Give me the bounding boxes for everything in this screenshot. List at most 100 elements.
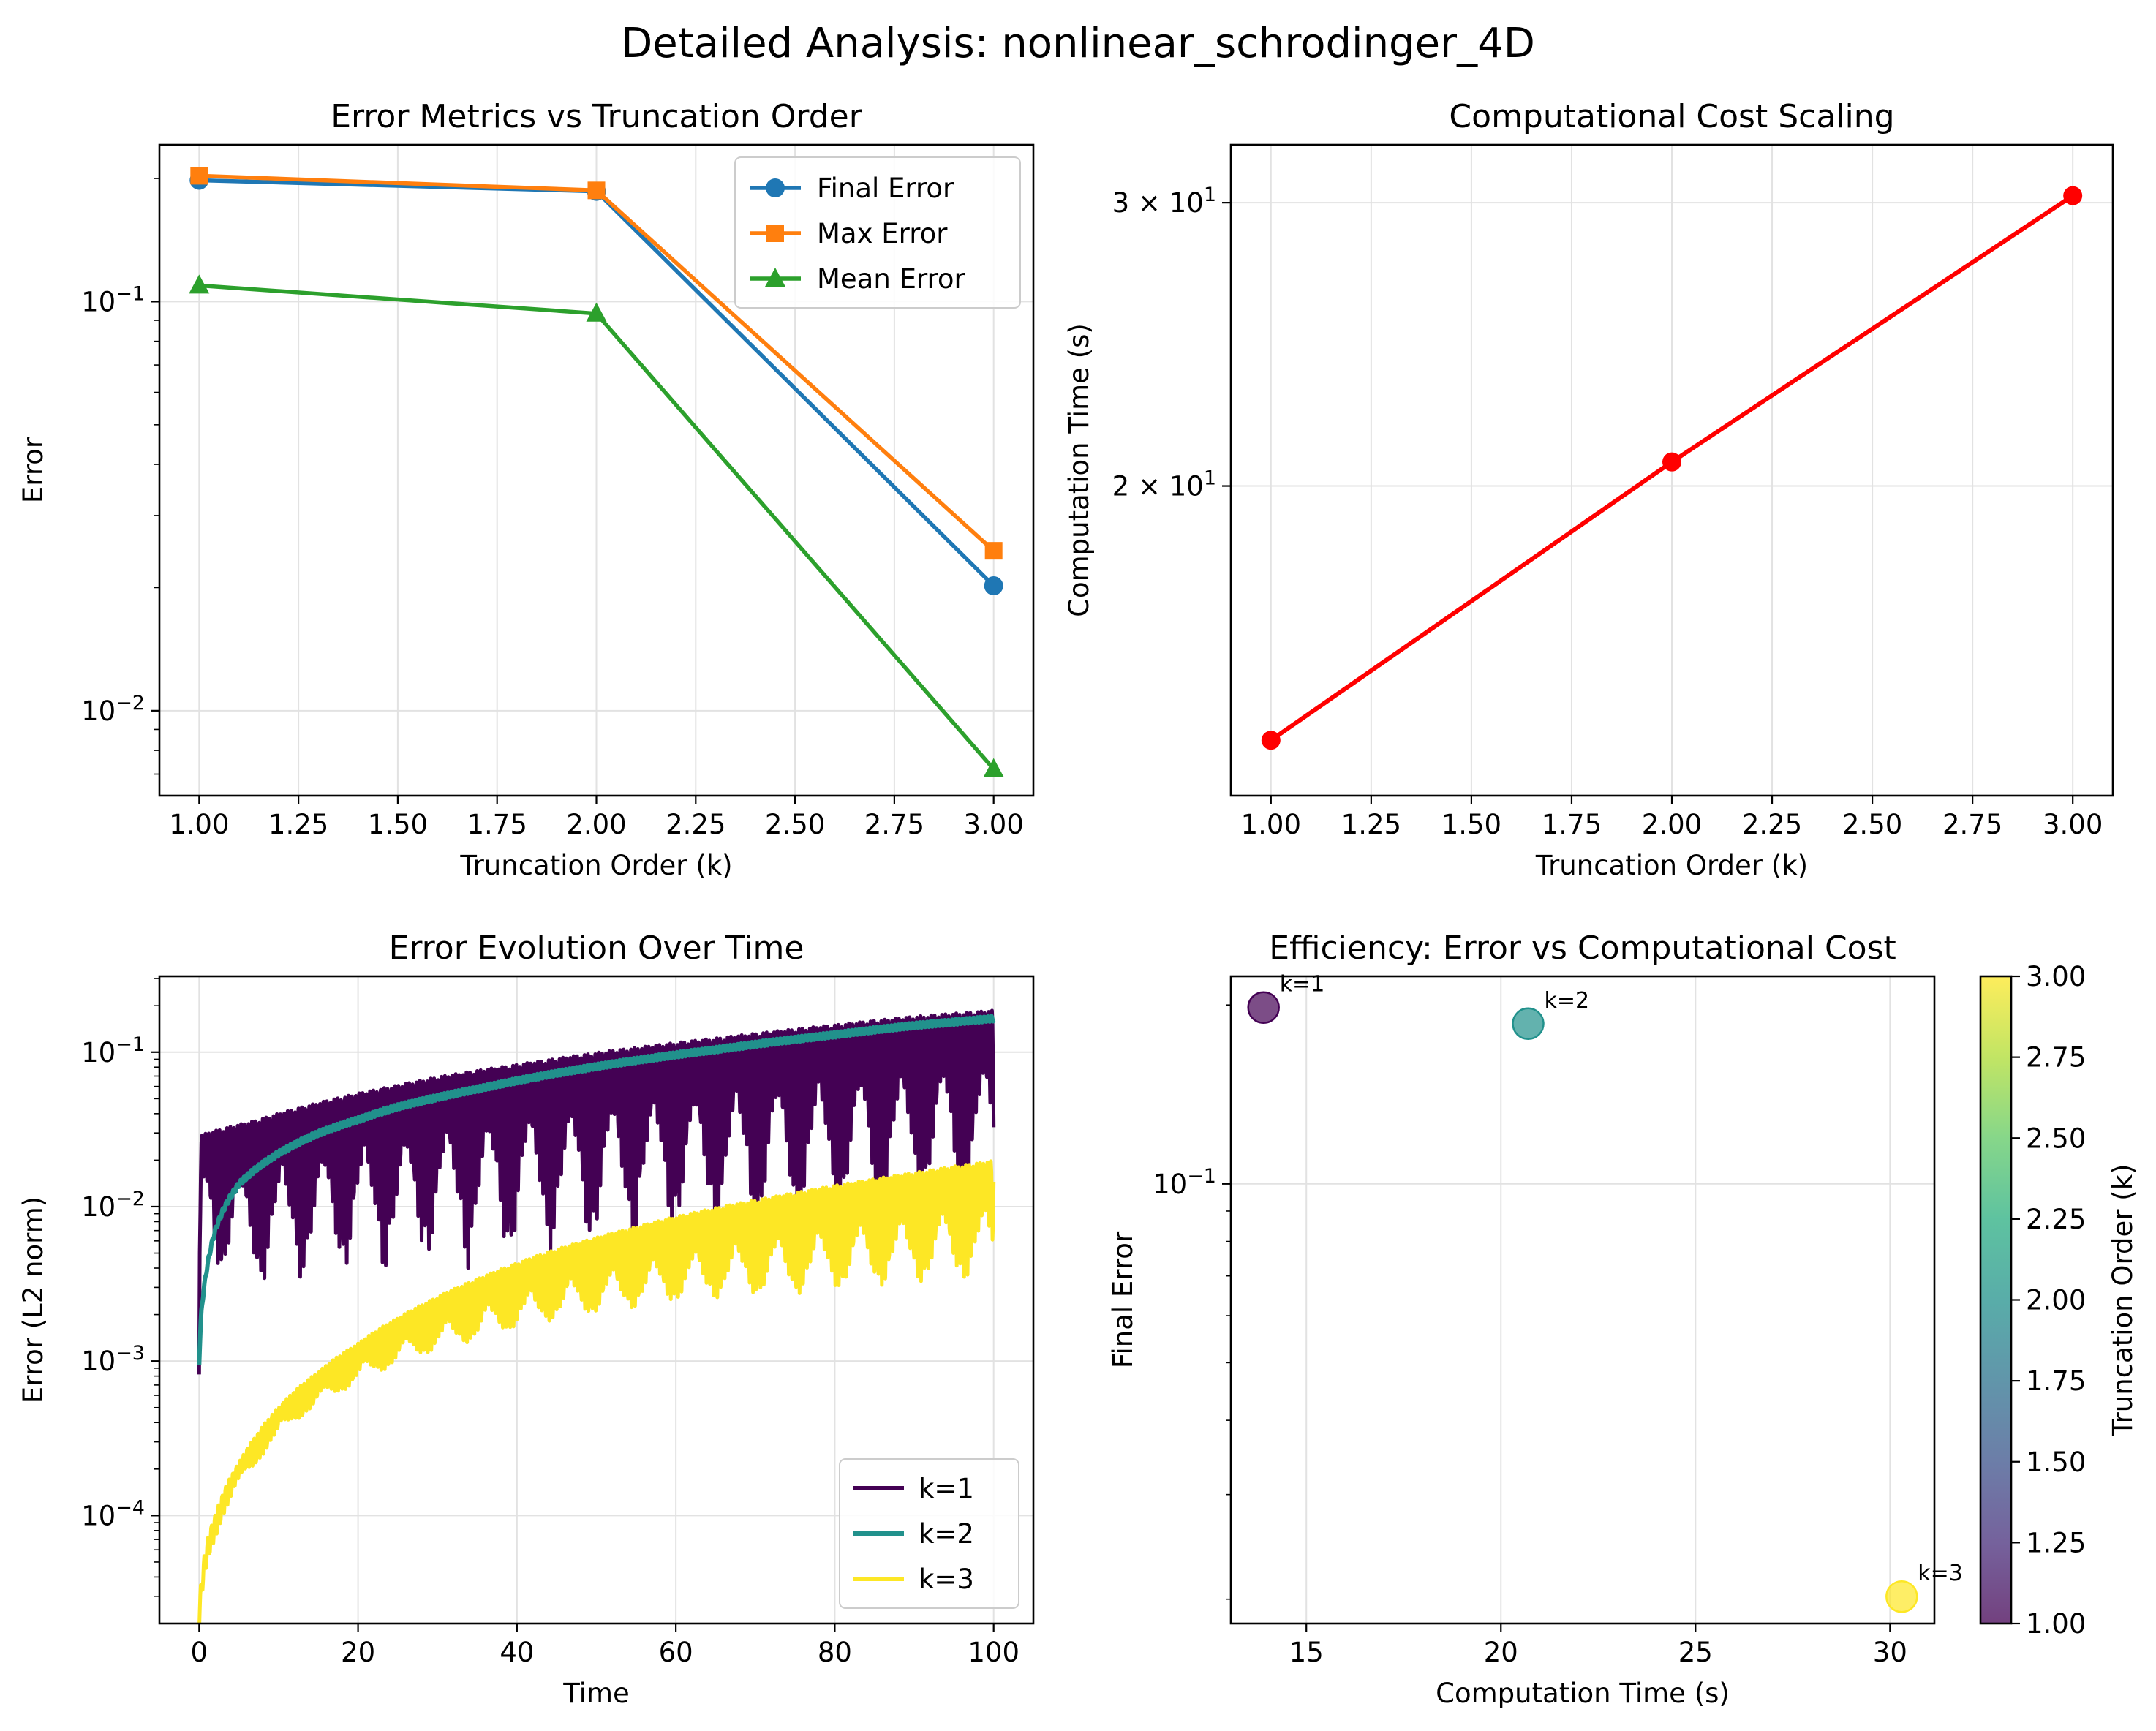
x-tick-label: 0 [191, 1637, 208, 1668]
data-point [983, 758, 1004, 777]
y-axis-label: Computation Time (s) [1063, 323, 1095, 617]
x-tick-label: 2.25 [666, 809, 725, 840]
scatter-point [1885, 1580, 1918, 1613]
x-tick-label: 1.25 [268, 809, 328, 840]
x-tick-label: 25 [1678, 1637, 1713, 1668]
x-tick-label: 3.00 [963, 809, 1023, 840]
x-tick-label: 3.00 [2043, 809, 2103, 840]
series-k3 [197, 1159, 996, 1623]
panel-title: Computational Cost Scaling [1449, 98, 1894, 135]
error-evolution-panel: 0 20 40 60 80 100 10−4 10−3 10−2 10−1 Error Evolut… [18, 929, 1035, 1709]
x-tick-label: 20 [341, 1637, 375, 1668]
point-annotation: k=3 [1918, 1561, 1963, 1586]
data-point [190, 167, 208, 185]
colorbar-tick-label: 2.00 [2026, 1285, 2086, 1316]
legend-label: k=1 [919, 1473, 974, 1504]
data-point [587, 181, 606, 200]
y-axis-label: Error (L2 norm) [18, 1196, 49, 1403]
x-tick-label: 2.75 [864, 809, 924, 840]
axes-frame [158, 975, 1035, 1625]
legend: Final Error Max Error Mean Error [734, 156, 1021, 309]
legend-marker [766, 225, 784, 242]
legend-label: Final Error [817, 173, 954, 204]
x-tick-label: 20 [1484, 1637, 1518, 1668]
x-tick-label: 1.25 [1341, 809, 1401, 840]
series-line [197, 1159, 996, 1623]
x-tick-label: 1.50 [368, 809, 428, 840]
legend-marker [766, 178, 785, 197]
x-tick-label: 100 [968, 1637, 1019, 1668]
legend-label: k=2 [919, 1518, 974, 1550]
colorbar-tick-label: 1.50 [2026, 1447, 2086, 1478]
x-tick-label: 30 [1873, 1637, 1907, 1668]
colorbar-tick-label: 2.25 [2026, 1204, 2086, 1235]
y-tick-label: 10−2 [81, 692, 145, 727]
series-mean-error [189, 274, 1004, 777]
data-point [2063, 186, 2083, 205]
x-tick-label: 1.75 [467, 809, 527, 840]
x-tick-label: 2.75 [1942, 809, 2002, 840]
legend-marker [765, 268, 785, 287]
colorbar-label: Truncation Order (k) [2107, 1164, 2138, 1436]
series-computation-time [1261, 186, 2083, 750]
legend-box [734, 156, 1021, 309]
x-tick-label: 1.00 [169, 809, 229, 840]
x-tick-label: 80 [818, 1637, 852, 1668]
colorbar-tick-label: 1.00 [2026, 1608, 2086, 1640]
efficiency-panel: 15 20 25 30 10−1 Efficiency: Error vs Computa… [1107, 929, 2138, 1709]
series-max-error [190, 167, 1003, 560]
legend-box [839, 1458, 1019, 1609]
colorbar-tick-label: 2.75 [2026, 1042, 2086, 1074]
x-axis-label: Truncation Order (k) [1535, 850, 1808, 881]
colorbar: 1.00 1.25 1.50 1.75 2.00 2.25 2.50 2.75 3.00 Trun… [1979, 961, 2138, 1640]
x-tick-label: 1.75 [1542, 809, 1602, 840]
colorbar-tick-label: 2.50 [2026, 1123, 2086, 1154]
x-tick-label: 2.00 [566, 809, 626, 840]
cost-scaling-panel: 1.00 1.25 1.50 1.75 2.00 2.25 2.50 2.75 3.00 2 × … [1063, 98, 2114, 881]
y-tick-label: 2 × 101 [1112, 467, 1216, 502]
legend-label: k=3 [919, 1564, 974, 1595]
y-tick-label: 10−1 [1153, 1165, 1216, 1200]
x-tick-label: 1.50 [1441, 809, 1501, 840]
x-tick-label: 2.50 [1842, 809, 1902, 840]
series-k2 [197, 1014, 996, 1365]
x-tick-label: 40 [500, 1637, 534, 1668]
y-tick-label: 10−4 [81, 1496, 145, 1531]
data-point [984, 542, 1003, 560]
colorbar-gradient [1980, 976, 2011, 1623]
point-annotation: k=2 [1545, 988, 1590, 1014]
scatter-point [1512, 1007, 1545, 1041]
x-tick-label: 60 [659, 1637, 693, 1668]
data-point [586, 302, 607, 322]
series-k1 [197, 1008, 996, 1375]
x-axis-label: Time [562, 1678, 630, 1709]
legend-label: Max Error [817, 218, 948, 249]
y-axis-label: Error [18, 437, 49, 503]
x-tick-label: 1.00 [1241, 809, 1301, 840]
series-line [197, 1014, 996, 1365]
colorbar-tick-label: 1.25 [2026, 1527, 2086, 1558]
error-metrics-panel: 1.00 1.25 1.50 1.75 2.00 2.25 2.50 2.75 3.00 10−2… [18, 98, 1035, 881]
axes-frame [1229, 143, 2114, 797]
y-axis-label: Final Error [1107, 1231, 1139, 1368]
colorbar-tick-label: 3.00 [2026, 961, 2086, 992]
legend: k=1 k=2 k=3 [839, 1458, 1019, 1609]
panel-title: Error Metrics vs Truncation Order [331, 98, 863, 135]
legend-label: Mean Error [817, 263, 966, 295]
x-tick-label: 15 [1289, 1637, 1324, 1668]
data-point [189, 274, 210, 294]
data-point [1261, 731, 1281, 750]
x-axis-label: Computation Time (s) [1436, 1678, 1730, 1709]
y-tick-label: 10−1 [81, 282, 145, 317]
y-tick-label: 10−2 [81, 1188, 145, 1223]
x-tick-label: 2.00 [1642, 809, 1702, 840]
series-line [197, 1008, 996, 1375]
x-tick-label: 2.25 [1742, 809, 1802, 840]
data-point [1662, 452, 1681, 472]
colorbar-tick-label: 1.75 [2026, 1365, 2086, 1397]
y-tick-label: 10−3 [81, 1342, 145, 1377]
data-point [984, 576, 1003, 596]
x-tick-label: 2.50 [765, 809, 825, 840]
figure-title: Detailed Analysis: nonlinear_schrodinger… [621, 20, 1535, 67]
panel-title: Efficiency: Error vs Computational Cost [1269, 929, 1896, 967]
